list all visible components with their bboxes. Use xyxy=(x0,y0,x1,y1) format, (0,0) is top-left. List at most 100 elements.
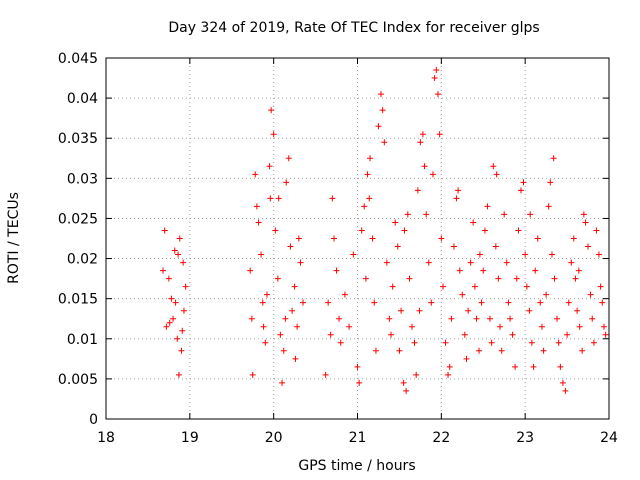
data-point xyxy=(595,251,602,258)
data-point xyxy=(171,247,178,254)
y-tick-label: 0.03 xyxy=(67,171,98,187)
data-point xyxy=(252,171,259,178)
data-point xyxy=(417,139,424,146)
data-point xyxy=(528,339,535,346)
y-tick-label: 0.02 xyxy=(67,252,98,268)
data-point xyxy=(178,347,185,354)
y-tick-label: 0.025 xyxy=(58,211,98,227)
data-point xyxy=(540,347,547,354)
data-point xyxy=(503,259,510,266)
data-point xyxy=(446,363,453,370)
data-point xyxy=(570,235,577,242)
data-point xyxy=(401,227,408,234)
data-point xyxy=(463,355,470,362)
data-point xyxy=(440,283,447,290)
data-point xyxy=(275,195,282,202)
data-point xyxy=(429,171,436,178)
axis-ticks xyxy=(105,57,610,420)
data-point xyxy=(565,299,572,306)
y-tick-label: 0.01 xyxy=(67,332,98,348)
data-point xyxy=(354,363,361,370)
data-point xyxy=(492,243,499,250)
data-point xyxy=(433,67,440,74)
data-point xyxy=(289,307,296,314)
data-point xyxy=(408,323,415,330)
data-point xyxy=(436,131,443,138)
data-point xyxy=(431,75,438,82)
data-point xyxy=(423,211,430,218)
data-point xyxy=(421,163,428,170)
data-point xyxy=(247,267,254,274)
data-point xyxy=(507,315,514,322)
data-point xyxy=(341,291,348,298)
data-point xyxy=(497,323,504,330)
data-point xyxy=(450,243,457,250)
data-point xyxy=(381,139,388,146)
data-point xyxy=(589,315,596,322)
data-point xyxy=(547,179,554,186)
data-point xyxy=(534,235,541,242)
data-point xyxy=(400,379,407,386)
data-point xyxy=(175,251,182,258)
data-point xyxy=(602,331,609,338)
data-point xyxy=(562,387,569,394)
data-point xyxy=(590,339,597,346)
data-point xyxy=(403,387,410,394)
data-point xyxy=(267,195,274,202)
data-point xyxy=(568,259,575,266)
data-point xyxy=(375,123,382,130)
data-point xyxy=(513,275,520,282)
data-point xyxy=(292,355,299,362)
data-point xyxy=(473,315,480,322)
data-point xyxy=(470,219,477,226)
data-point xyxy=(283,179,290,186)
data-point xyxy=(445,371,452,378)
data-point xyxy=(274,275,281,282)
data-point xyxy=(509,331,516,338)
data-point xyxy=(580,211,587,218)
data-point xyxy=(456,267,463,274)
data-point xyxy=(478,299,485,306)
data-point xyxy=(255,219,262,226)
x-tick-labels: 18 19 20 21 22 23 24 xyxy=(97,430,618,446)
data-point xyxy=(398,307,405,314)
data-point xyxy=(448,315,455,322)
data-point xyxy=(493,171,500,178)
data-point xyxy=(530,363,537,370)
data-point xyxy=(406,275,413,282)
data-point xyxy=(490,163,497,170)
data-point xyxy=(174,335,181,342)
data-point xyxy=(258,251,265,258)
data-point xyxy=(369,235,376,242)
data-point xyxy=(176,235,183,242)
data-point xyxy=(161,227,168,234)
y-tick-labels: 0 0.005 0.01 0.015 0.02 0.025 0.03 0.035 0.04 0.0… xyxy=(58,51,98,428)
data-point xyxy=(476,251,483,258)
data-point xyxy=(389,283,396,290)
data-point xyxy=(537,299,544,306)
data-point xyxy=(498,347,505,354)
x-tick-label: 19 xyxy=(181,430,199,446)
y-tick-label: 0.005 xyxy=(58,372,98,388)
data-point xyxy=(270,131,277,138)
data-point xyxy=(165,275,172,282)
data-point xyxy=(249,371,256,378)
data-point xyxy=(600,323,607,330)
y-axis-label: ROTI / TECUs xyxy=(6,192,22,284)
data-point xyxy=(364,171,371,178)
data-point xyxy=(372,347,379,354)
data-point xyxy=(484,203,491,210)
data-point xyxy=(413,371,420,378)
data-point xyxy=(168,295,175,302)
data-point xyxy=(557,363,564,370)
x-tick-label: 23 xyxy=(516,430,534,446)
data-point xyxy=(277,331,284,338)
y-tick-label: 0 xyxy=(89,412,98,428)
data-point xyxy=(282,315,289,322)
data-point xyxy=(465,307,472,314)
data-point xyxy=(515,227,522,234)
data-point xyxy=(163,323,170,330)
data-point xyxy=(392,219,399,226)
data-point xyxy=(585,243,592,250)
data-point xyxy=(260,323,267,330)
